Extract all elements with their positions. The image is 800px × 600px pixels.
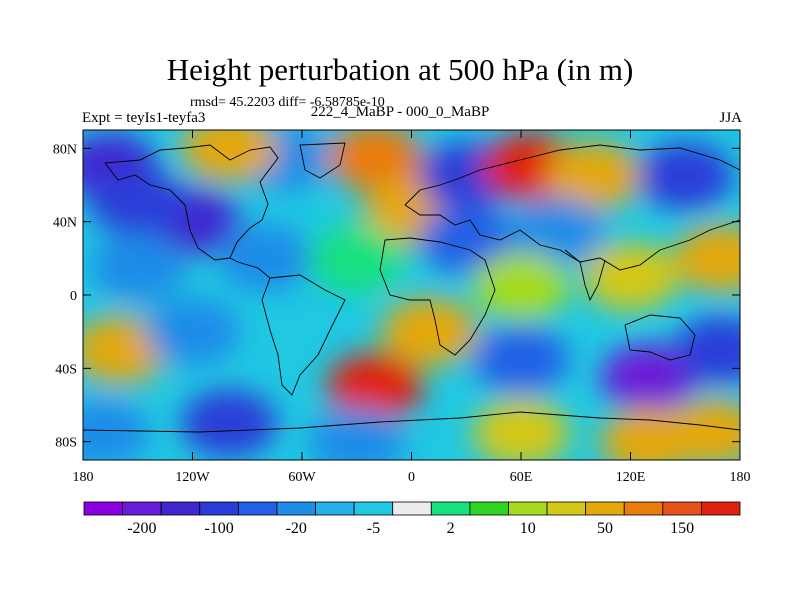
colorbar-bin-10 bbox=[469, 501, 509, 516]
lat-tick-label: 80S bbox=[55, 436, 77, 451]
lat-tick-label: 0 bbox=[70, 289, 77, 304]
colorbar-bin-8 bbox=[392, 501, 432, 516]
lat-tick-label: 40N bbox=[53, 216, 77, 231]
colorbar-label: 50 bbox=[597, 520, 613, 537]
lon-tick-label: 120W bbox=[175, 470, 210, 485]
season-label: JJA bbox=[719, 110, 742, 126]
colorbar-label: -20 bbox=[286, 520, 307, 537]
lon-tick-label: 60W bbox=[288, 470, 316, 485]
field-region-10 bbox=[637, 141, 734, 210]
stats-label: rmsd= 45.2203 diff= -6.58785e-10 bbox=[190, 95, 385, 110]
field-region-31 bbox=[83, 398, 150, 460]
colorbar-bin-14 bbox=[623, 501, 664, 516]
colorbar-label: -100 bbox=[204, 520, 233, 537]
colorbar-label: -200 bbox=[127, 520, 156, 537]
colorbar-label: 10 bbox=[520, 520, 536, 537]
axes: 80N 40N 0 40S 80S 180 120W 60W 0 60E 120E 180 bbox=[53, 130, 751, 485]
field-region-14 bbox=[418, 206, 515, 274]
field-region-26 bbox=[181, 389, 277, 458]
colorbar-bin-12 bbox=[546, 501, 587, 516]
colorbar-bin-16 bbox=[701, 501, 741, 516]
field-region-12 bbox=[217, 224, 314, 293]
colorbar-bin-1 bbox=[122, 501, 162, 516]
colorbar-bin-13 bbox=[585, 501, 625, 516]
colorbar-bin-4 bbox=[237, 501, 278, 516]
field-region-4 bbox=[181, 130, 277, 183]
colorbar-bin-11 bbox=[508, 501, 548, 516]
colorbar: -200 -100 -20 -5 2 10 50 150 bbox=[83, 501, 741, 537]
field-region-11 bbox=[89, 233, 186, 302]
colorbar-bin-0 bbox=[83, 501, 123, 516]
field-region-23 bbox=[473, 325, 569, 394]
lon-tick-label: 0 bbox=[408, 470, 415, 485]
field-region-24 bbox=[600, 343, 697, 412]
colorbar-label: 2 bbox=[447, 520, 455, 537]
field-region-17 bbox=[582, 242, 679, 311]
lon-tick-label: 180 bbox=[730, 470, 751, 485]
field-region-27 bbox=[308, 407, 405, 460]
field-region-20 bbox=[144, 297, 241, 366]
lon-tick-label: 120E bbox=[616, 470, 646, 485]
lon-tick-label: 60E bbox=[510, 470, 533, 485]
field-region-5 bbox=[327, 130, 423, 192]
lat-tick-label: 80N bbox=[53, 142, 77, 157]
field-region-22 bbox=[381, 297, 478, 366]
colorbar-label: -5 bbox=[367, 520, 380, 537]
colorbar-bin-2 bbox=[160, 501, 201, 516]
experiment-label: Expt = teyIs1-teyfa3 bbox=[82, 110, 206, 126]
field-region-18 bbox=[673, 224, 740, 293]
coastlines bbox=[83, 142, 740, 433]
case-label: 222_4_MaBP - 000_0_MaBP bbox=[310, 104, 490, 120]
lon-tick-label: 180 bbox=[73, 470, 94, 485]
field-region-21 bbox=[327, 352, 423, 421]
colorbar-bin-6 bbox=[315, 501, 355, 516]
field-region-16 bbox=[473, 251, 569, 320]
colorbar-bin-5 bbox=[276, 501, 316, 516]
field-region-9 bbox=[546, 141, 642, 210]
field-region-25 bbox=[673, 316, 740, 384]
colorbar-bin-15 bbox=[662, 501, 702, 516]
field-region-30 bbox=[664, 398, 740, 460]
field-region-15 bbox=[509, 196, 606, 265]
colorbar-bin-7 bbox=[353, 501, 394, 516]
colorbar-bin-9 bbox=[430, 501, 471, 516]
field-region-2 bbox=[89, 169, 186, 238]
colorbar-bin-3 bbox=[199, 501, 239, 516]
plot-title: Height perturbation at 500 hPa (in m) bbox=[166, 52, 634, 87]
field-region-13 bbox=[308, 224, 405, 293]
lat-tick-label: 40S bbox=[55, 362, 77, 377]
colorbar-label: 150 bbox=[670, 520, 694, 537]
